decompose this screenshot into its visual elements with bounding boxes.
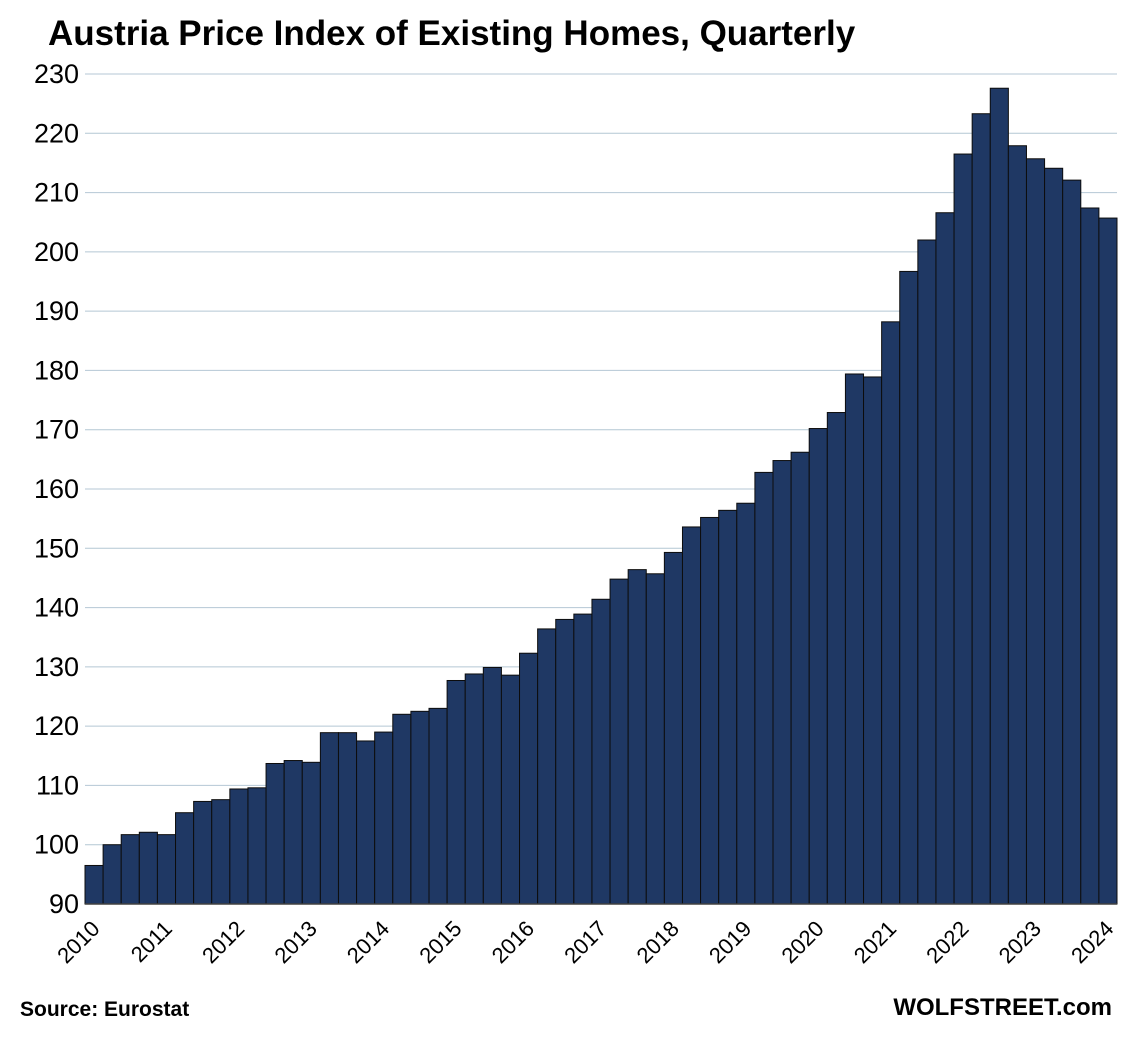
x-tick-label: 2015: [414, 916, 466, 968]
bar: [537, 628, 557, 905]
bar: [84, 864, 104, 905]
bar: [102, 844, 122, 905]
brand-logo-text: WOLFSTREET.com: [893, 994, 1112, 1021]
x-tick-label: 2013: [270, 916, 322, 968]
x-tick-label: 2010: [52, 916, 104, 968]
bar: [410, 710, 430, 905]
bar: [1080, 207, 1100, 905]
bar: [917, 239, 937, 905]
y-tick-label: 110: [36, 770, 79, 800]
x-tick-label: 2018: [632, 916, 684, 968]
bars: [84, 87, 1118, 905]
bar: [392, 713, 412, 905]
bar: [301, 761, 321, 905]
bar: [356, 740, 376, 905]
bar: [591, 598, 611, 905]
bar: [863, 376, 883, 905]
x-tick-label: 2022: [921, 916, 973, 968]
chart-title: Austria Price Index of Existing Homes, Q…: [48, 14, 856, 53]
bar: [700, 516, 720, 905]
y-tick-label: 90: [49, 889, 79, 919]
y-tick-label: 150: [34, 533, 79, 563]
bar: [138, 831, 158, 905]
bar: [446, 679, 466, 905]
y-tick-label: 190: [34, 296, 79, 326]
bar: [337, 732, 358, 905]
bar: [1025, 158, 1046, 905]
bar: [971, 113, 991, 905]
bar: [790, 451, 810, 905]
bar: [935, 212, 955, 905]
x-tick-label: 2020: [776, 916, 828, 968]
bar: [175, 812, 195, 905]
y-tick-label: 230: [34, 59, 79, 89]
bar: [627, 569, 647, 905]
bar: [1062, 179, 1082, 905]
bar: [573, 613, 593, 905]
bar: [464, 673, 484, 905]
bar: [555, 618, 575, 905]
x-tick-label: 2016: [487, 916, 539, 968]
bar: [229, 788, 249, 905]
bar: [645, 573, 665, 905]
bar: [519, 652, 539, 905]
bar: [319, 732, 339, 905]
bar: [500, 674, 521, 905]
x-tick-label: 2023: [994, 916, 1046, 968]
y-tick-label: 210: [34, 178, 79, 208]
x-axis: 2010 2011 2012 2013 2014 2015 2016 2017 2018 2019…: [52, 903, 1118, 968]
x-tick-label: 2017: [559, 916, 611, 968]
x-tick-label: 2012: [197, 916, 249, 968]
bar: [808, 428, 828, 905]
bar: [428, 707, 448, 905]
y-tick-label: 160: [34, 474, 79, 504]
bar: [1098, 217, 1118, 905]
bar: [1044, 167, 1064, 905]
bar: [826, 412, 846, 905]
x-tick-label: 2014: [342, 916, 394, 968]
x-tick-label: 2024: [1066, 916, 1118, 968]
y-tick-label: 140: [34, 593, 79, 623]
bar: [156, 834, 177, 905]
y-tick-label: 200: [34, 237, 79, 267]
bar: [609, 578, 629, 905]
bar: [718, 509, 738, 905]
bar: [736, 502, 756, 905]
bar: [989, 87, 1009, 905]
bar: [844, 373, 865, 905]
bar: [681, 526, 702, 905]
bar: [247, 787, 267, 905]
x-tick-label: 2021: [849, 916, 901, 968]
bar: [899, 270, 919, 905]
y-axis: 90 100 110 120 130 140 150 160 170 180 190 200 210 22…: [34, 59, 79, 919]
y-tick-label: 170: [34, 415, 79, 445]
bar: [1007, 145, 1027, 905]
bar: [772, 460, 792, 905]
x-tick-label: 2011: [126, 916, 177, 967]
bar: [754, 471, 774, 905]
y-tick-label: 220: [34, 118, 79, 148]
y-tick-label: 100: [34, 830, 79, 860]
bar: [193, 800, 213, 905]
x-tick-label: 2019: [704, 916, 756, 968]
y-tick-label: 130: [34, 652, 79, 682]
bar: [265, 762, 285, 905]
bar: [953, 153, 973, 905]
bar: [374, 731, 394, 905]
bar: [663, 551, 683, 905]
source-note: Source: Eurostat: [20, 998, 190, 1021]
bar: [120, 834, 140, 905]
bar: [881, 321, 901, 905]
y-tick-label: 120: [34, 711, 79, 741]
bar: [482, 666, 502, 905]
bar: [211, 799, 231, 905]
bar: [283, 760, 303, 905]
y-tick-label: 180: [34, 355, 79, 385]
